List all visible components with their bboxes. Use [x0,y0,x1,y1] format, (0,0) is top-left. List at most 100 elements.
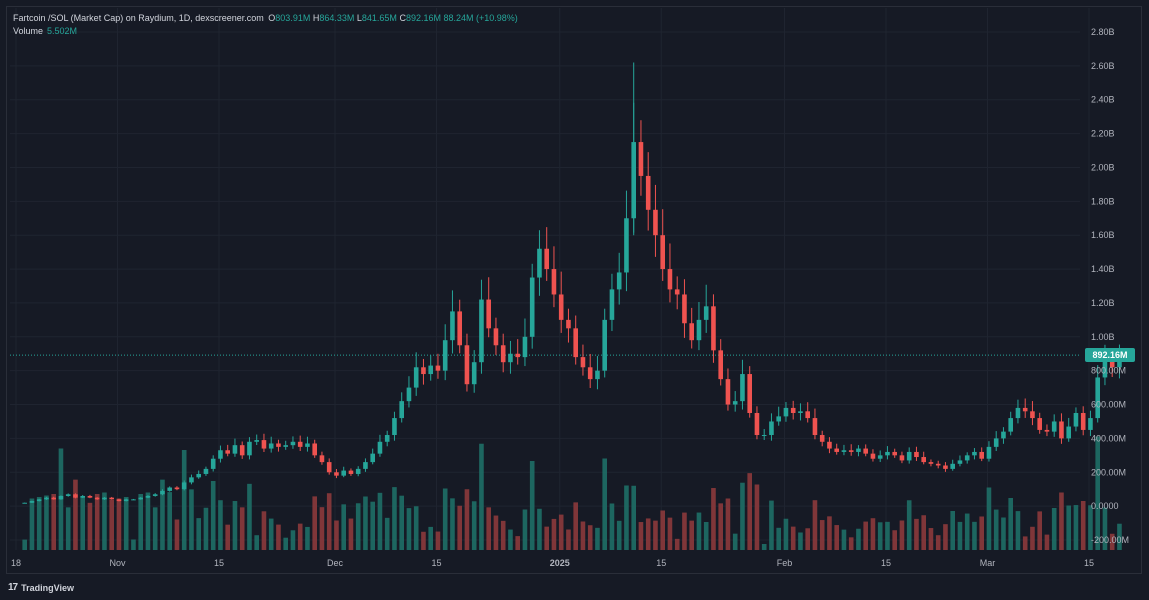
y-tick-label: 1.00B [1091,332,1115,342]
volume-bar [1109,533,1115,550]
volume-bar [718,503,723,550]
candle-body [1095,377,1100,419]
candle-body [181,482,187,490]
candle-body [921,457,926,463]
volume-bar [479,443,484,550]
y-tick-label: 2.20B [1091,129,1115,139]
symbol-title[interactable]: Fartcoin /SOL (Market Cap) on Raydium, 1… [13,13,264,23]
volume-bar [769,500,774,550]
volume-bar [36,497,42,550]
volume-label[interactable]: Volume [13,26,44,36]
candle-body [1015,407,1021,419]
candle-body [348,470,354,474]
x-tick-label: 15 [431,558,441,568]
candle-body [964,455,970,461]
candle-body [1059,421,1064,439]
candle-body [210,458,216,469]
candle-body [500,345,506,363]
candle-body [44,497,49,500]
candle-body [87,495,93,498]
x-tick-label: 15 [1084,558,1094,568]
volume-bar [65,507,71,550]
candle-body [1102,360,1108,378]
legend-ohlc-row: Fartcoin /SOL (Market Cap) on Raydium, 1… [13,12,518,25]
candle-body [247,441,252,456]
candle-body [1044,429,1050,432]
candle-body [102,497,107,500]
tradingview-logo[interactable]: 17 TradingView [8,582,74,593]
candle-body [442,340,448,371]
volume-bar [421,531,426,550]
volume-bar [885,521,890,550]
candle-body [827,441,832,449]
volume-bar [834,525,839,550]
volume-bar [870,518,876,550]
open-value: 803.91M [275,13,311,23]
plot-area[interactable] [6,6,1142,574]
candle-body [123,499,129,502]
candle-body [58,495,64,500]
candle-body [116,499,122,502]
candle-body [747,374,752,413]
volume-bar [464,489,470,550]
candle-body [189,477,194,483]
volume-bar [906,500,912,550]
volume-bar [290,530,296,550]
volume-bar [508,529,513,550]
y-tick-label: 1.40B [1091,264,1115,274]
volume-bar [725,498,731,550]
volume-bar [812,500,818,550]
candle-body [138,497,143,500]
volume-bar [435,531,441,550]
volume-bar [276,524,281,550]
close-label: C [399,13,406,23]
candle-body [297,441,303,447]
candle-body [928,462,934,464]
volume-bar [667,517,673,550]
volume-bar [261,511,267,550]
x-tick-label: 15 [656,558,666,568]
volume-bar [740,482,745,550]
candle-body [950,463,955,469]
y-tick-label: 2.80B [1091,27,1115,37]
volume-bar [573,502,578,550]
grid-lines [10,8,1090,550]
y-tick-label: 1.60B [1091,230,1115,240]
volume-bar [943,524,948,550]
candle-body [80,495,85,498]
candle-body [1022,407,1028,412]
volume-bar [551,518,557,550]
volume-bar [305,526,310,550]
candle-body [573,328,578,358]
candle-body [1008,418,1013,432]
volume-bar [703,522,709,550]
candle-body [196,473,201,478]
y-tick-label: 1.80B [1091,196,1115,206]
volume-bar [399,495,404,550]
volume-bar [160,479,165,550]
candle-body [152,494,158,496]
volume-bar [334,520,339,550]
volume-bar [805,528,810,550]
candle-body [812,418,818,436]
candle-body [892,451,897,456]
candle-body [986,446,992,459]
volume-bar [203,507,209,550]
volume-value: 5.502M [47,26,78,36]
volume-bar [566,529,571,550]
candle-body [399,401,404,419]
volume-bar [363,496,368,550]
volume-bar [928,528,934,550]
volume-bar [1037,511,1042,550]
candle-body [834,448,839,452]
candle-body [740,374,745,402]
candle-body [406,387,412,402]
candle-body [537,248,542,278]
volume-bar [957,521,963,550]
volume-bar [377,492,383,550]
volume-bar [500,520,506,550]
volume-bar [442,488,448,550]
volume-bar [1044,534,1050,550]
volume-bar [210,481,216,550]
